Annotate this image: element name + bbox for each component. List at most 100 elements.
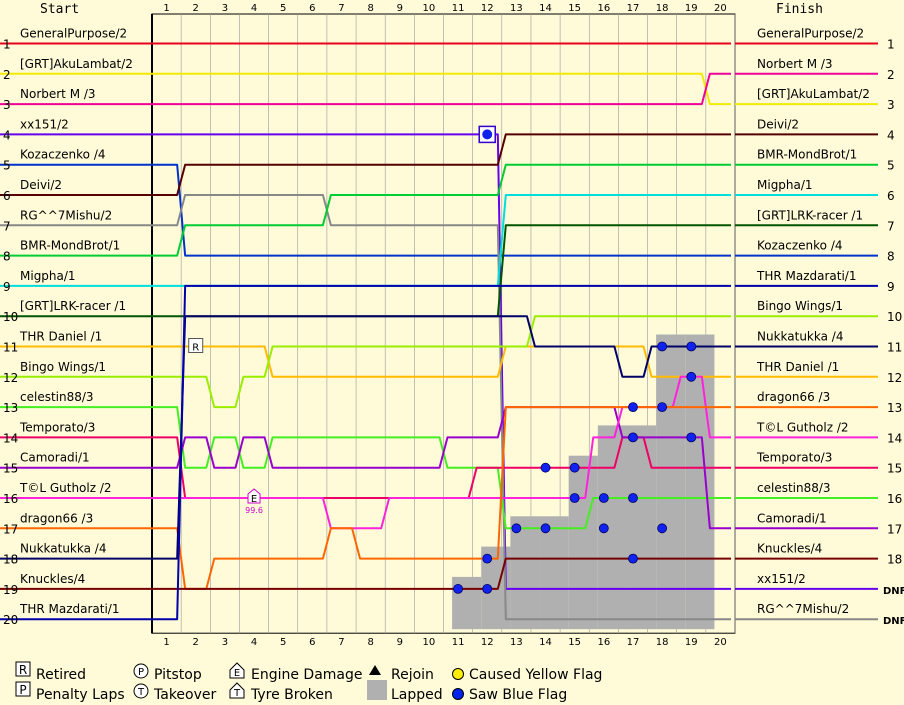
lap-tick-bottom: 13 bbox=[510, 637, 523, 648]
position-label-left: 4 bbox=[3, 128, 11, 142]
blue-flag-marker bbox=[598, 523, 609, 534]
driver-race-line bbox=[152, 284, 731, 621]
lap-tick-top: 10 bbox=[423, 3, 436, 14]
blue-flag-marker bbox=[598, 493, 609, 503]
start-driver-label: RG^^7Mishu/2 bbox=[20, 208, 112, 222]
blue-flag-marker bbox=[569, 493, 580, 503]
blue-flag-marker bbox=[657, 523, 668, 534]
engine-damage-value: 99.6 bbox=[245, 506, 263, 515]
finish-driver-label: [GRT]LRK-racer /1 bbox=[757, 208, 863, 222]
position-label-right: 1 bbox=[887, 38, 895, 52]
lap-tick-top: 11 bbox=[452, 3, 465, 14]
position-label-left: 13 bbox=[3, 401, 18, 415]
position-label-left: 18 bbox=[3, 553, 18, 567]
legend-label: Takeover bbox=[153, 687, 216, 703]
rejoin-icon bbox=[369, 665, 381, 675]
start-driver-label: T©L Gutholz /2 bbox=[19, 481, 112, 495]
lap-tick-bottom: 5 bbox=[280, 637, 286, 648]
lap-tick-bottom: 6 bbox=[309, 637, 315, 648]
finish-driver-label: celestin88/3 bbox=[757, 481, 831, 495]
position-label-left: 15 bbox=[3, 462, 18, 476]
blue-flag-marker bbox=[686, 432, 697, 443]
position-label-left: 6 bbox=[3, 189, 11, 203]
blue-flag-marker bbox=[482, 584, 493, 594]
retired-icon bbox=[15, 661, 31, 677]
lapped-icon bbox=[367, 680, 387, 700]
start-driver-label: xx151/2 bbox=[20, 117, 69, 131]
legend-label: Lapped bbox=[391, 687, 443, 703]
engine-damage-icon-letter: E bbox=[234, 668, 240, 679]
start-driver-label: Kozaczenko /4 bbox=[20, 148, 106, 162]
start-driver-label: THR Daniel /1 bbox=[19, 330, 102, 344]
finish-header: Finish bbox=[776, 2, 823, 17]
lap-tick-bottom: 16 bbox=[597, 637, 610, 648]
blue-flag-marker bbox=[657, 402, 668, 413]
yellow-flag-icon bbox=[452, 668, 464, 680]
position-label-left: 12 bbox=[3, 371, 18, 385]
blue-flag-marker bbox=[540, 523, 551, 534]
position-label-right: 3 bbox=[887, 98, 895, 112]
finish-driver-label: THR Mazdarati/1 bbox=[756, 269, 857, 283]
blue-flag-marker bbox=[686, 341, 697, 352]
start-driver-label: Migpha/1 bbox=[20, 269, 76, 283]
blue-flag-marker bbox=[628, 402, 638, 413]
position-label-left: 17 bbox=[3, 522, 18, 536]
position-label-left: 3 bbox=[3, 98, 11, 112]
pitstop-dot bbox=[482, 129, 493, 140]
start-driver-label: Temporato/3 bbox=[19, 420, 95, 434]
lap-tick-bottom: 12 bbox=[481, 637, 494, 648]
chart-labels: 1122334455667788991010111112121313141415… bbox=[3, 2, 904, 648]
position-label-right: 8 bbox=[887, 250, 895, 264]
finish-driver-label: Camoradi/1 bbox=[757, 511, 827, 525]
legend-label: Rejoin bbox=[391, 667, 434, 683]
lapped-block bbox=[685, 334, 715, 630]
lap-tick-top: 6 bbox=[309, 3, 315, 14]
start-driver-label: [GRT]LRK-racer /1 bbox=[20, 299, 126, 313]
position-label-right: 4 bbox=[887, 128, 895, 142]
lap-tick-top: 8 bbox=[367, 3, 373, 14]
position-label-right: DNF bbox=[883, 616, 904, 627]
position-label-left: 1 bbox=[3, 38, 11, 52]
position-label-right: 13 bbox=[887, 401, 902, 415]
position-label-right: 7 bbox=[887, 219, 895, 233]
lap-tick-bottom: 3 bbox=[222, 637, 228, 648]
blue-flag-marker bbox=[686, 371, 697, 382]
tyre-broken-icon bbox=[229, 682, 245, 699]
lap-tick-top: 9 bbox=[397, 3, 403, 14]
lap-tick-top: 4 bbox=[251, 3, 257, 14]
chart-grid bbox=[151, 14, 736, 634]
pitstop-icon-letter: P bbox=[138, 667, 144, 678]
driver-race-line bbox=[152, 133, 731, 590]
penalty-icon bbox=[15, 681, 31, 697]
lapped-block bbox=[539, 516, 569, 630]
start-driver-label: [GRT]AkuLambat/2 bbox=[20, 57, 133, 71]
start-driver-label: dragon66 /3 bbox=[20, 511, 93, 525]
lap-tick-top: 14 bbox=[539, 3, 552, 14]
blue-flag-marker bbox=[482, 553, 493, 564]
position-label-right: 6 bbox=[887, 189, 895, 203]
lap-tick-top: 19 bbox=[685, 3, 698, 14]
position-label-right: 18 bbox=[887, 553, 902, 567]
driver-race-line bbox=[152, 345, 731, 378]
position-label-right: DNF bbox=[883, 586, 904, 597]
lap-tick-top: 20 bbox=[714, 3, 727, 14]
legend-label: Retired bbox=[36, 667, 86, 683]
position-label-left: 16 bbox=[3, 492, 18, 506]
engine-damage-letter: E bbox=[251, 494, 257, 505]
legend-label: Saw Blue Flag bbox=[469, 687, 567, 703]
legend-label: Pitstop bbox=[154, 667, 202, 683]
lap-tick-bottom: 18 bbox=[656, 637, 669, 648]
position-label-left: 9 bbox=[3, 280, 11, 294]
legend-label: Engine Damage bbox=[251, 667, 363, 683]
position-label-left: 5 bbox=[3, 159, 11, 173]
blue-flag-marker bbox=[657, 341, 668, 352]
lap-tick-bottom: 8 bbox=[367, 637, 373, 648]
penalty-icon-letter: P bbox=[19, 683, 26, 697]
lapped-block bbox=[510, 516, 540, 630]
lap-tick-bottom: 4 bbox=[251, 637, 257, 648]
engine-damage-icon bbox=[229, 662, 245, 679]
blue-flag-marker bbox=[540, 462, 551, 473]
driver-race-line bbox=[152, 163, 731, 257]
lap-tick-bottom: 1 bbox=[163, 637, 169, 648]
